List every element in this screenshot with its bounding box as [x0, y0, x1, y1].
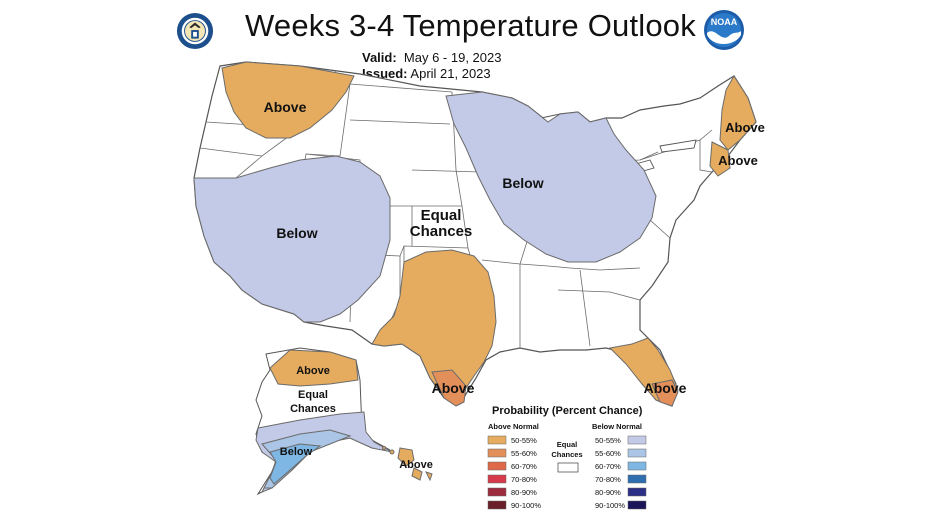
- legend-below-swatch: [627, 461, 647, 471]
- pnw-above-area: [221, 61, 355, 139]
- south-texas-55-60-area: [431, 369, 467, 407]
- issued-value: April 21, 2023: [410, 66, 491, 81]
- legend-below-label: 55-60%: [595, 449, 621, 458]
- legend-below-swatch: [627, 435, 647, 445]
- maine-above-label: Above: [725, 120, 765, 135]
- page-title: Weeks 3-4 Temperature Outlook: [245, 8, 696, 43]
- alaska-equal-label-2: Chances: [290, 403, 336, 415]
- midwest-below-label: Below: [502, 175, 543, 191]
- legend-title: Probability (Percent Chance): [492, 405, 643, 417]
- legend-above-swatch: [487, 461, 507, 471]
- legend-below-label: 50-55%: [595, 436, 621, 445]
- noaa-logo-text: NOAA: [711, 17, 738, 27]
- issued-date: Issued: April 21, 2023: [362, 66, 491, 81]
- legend-above-label: 60-70%: [511, 462, 537, 471]
- south-florida-55-60-area: [651, 379, 679, 407]
- west-below-area: [193, 155, 391, 323]
- hawaii-islands: [382, 446, 433, 482]
- legend-above-label: 90-100%: [511, 501, 541, 510]
- department-of-commerce-seal-icon: [176, 12, 214, 50]
- valid-label: Valid:: [362, 50, 397, 65]
- west-below-label: Below: [276, 225, 317, 241]
- alaska-equal-label-1: Equal: [298, 389, 328, 401]
- legend: Probability (Percent Chance) Above Norma…: [487, 405, 647, 510]
- legend-equal-label-2: Chances: [551, 450, 582, 459]
- texas-above-label: Above: [432, 380, 475, 396]
- legend-below-swatch: [627, 448, 647, 458]
- newengland-above-area: [709, 141, 731, 177]
- legend-below-label: 70-80%: [595, 475, 621, 484]
- central-equal-label-2: Chances: [410, 223, 473, 240]
- legend-above-swatch: [487, 487, 507, 497]
- central-equal-label-1: Equal: [421, 207, 462, 224]
- legend-below-swatch: [627, 487, 647, 497]
- valid-dates: Valid: May 6 - 19, 2023: [362, 50, 501, 65]
- legend-above-swatch: [487, 474, 507, 484]
- legend-above-swatch: [487, 500, 507, 510]
- legend-above-swatch: [487, 435, 507, 445]
- legend-below-swatch: [627, 500, 647, 510]
- legend-below-header: Below Normal: [592, 422, 642, 431]
- hawaii-above-label: Above: [399, 459, 433, 471]
- legend-above-swatch: [487, 448, 507, 458]
- alaska-above-label: Above: [296, 365, 330, 377]
- florida-above-label: Above: [644, 380, 687, 396]
- legend-rows: 50-55% 50-55% 55-60% 55-60% 60-70% 60-70% 70-8…: [487, 435, 647, 510]
- legend-equal-label-1: Equal: [557, 440, 577, 449]
- alaska-below-label: Below: [280, 446, 313, 458]
- legend-below-label: 80-90%: [595, 488, 621, 497]
- legend-above-label: 80-90%: [511, 488, 537, 497]
- legend-above-label: 70-80%: [511, 475, 537, 484]
- newengland-above-label: Above: [718, 153, 758, 168]
- legend-below-label: 60-70%: [595, 462, 621, 471]
- legend-equal-swatch: [557, 462, 579, 473]
- legend-below-label: 90-100%: [595, 501, 625, 510]
- alaska-below-60-70-area: [269, 443, 322, 485]
- noaa-logo-icon: NOAA: [704, 10, 744, 50]
- alaska-above-area: [269, 349, 359, 387]
- midwest-below-area: [445, 91, 657, 263]
- legend-above-header: Above Normal: [488, 422, 539, 431]
- legend-above-label: 50-55%: [511, 436, 537, 445]
- legend-below-swatch: [627, 474, 647, 484]
- pnw-above-label: Above: [264, 99, 307, 115]
- legend-above-label: 55-60%: [511, 449, 537, 458]
- valid-value: May 6 - 19, 2023: [403, 50, 502, 65]
